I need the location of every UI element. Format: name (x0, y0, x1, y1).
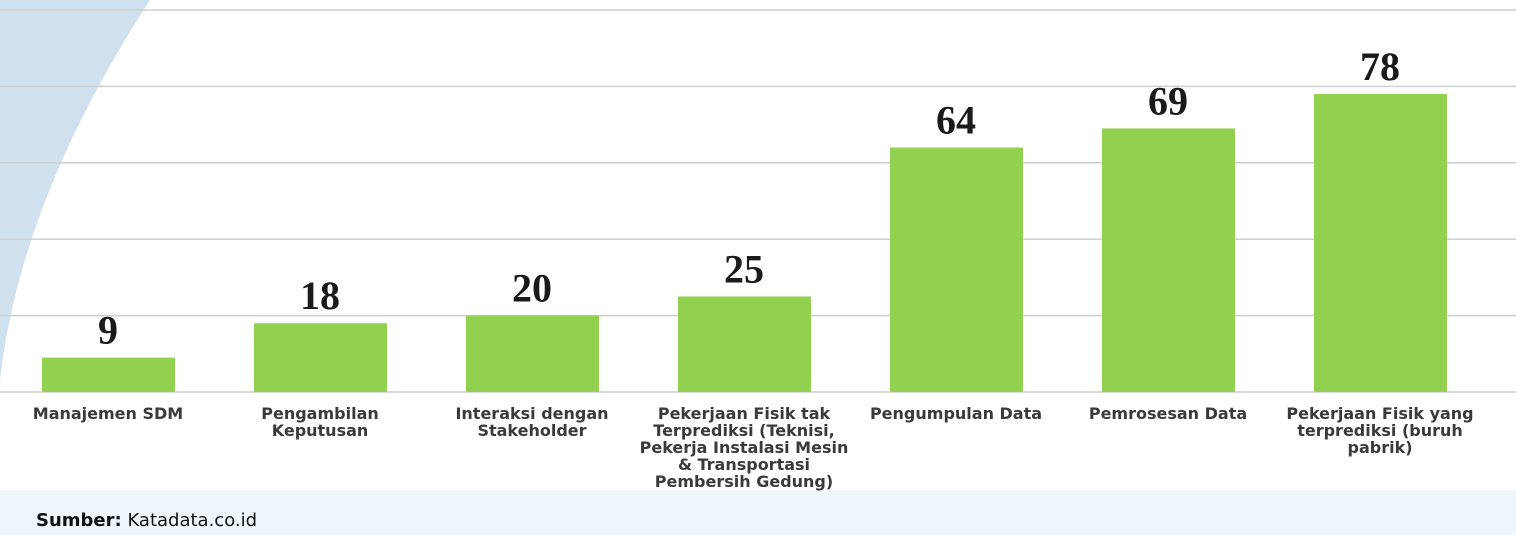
source-text: Katadata.co.id (127, 510, 257, 531)
value-label: 78 (1360, 44, 1400, 89)
x-tick-label: Interaksi dengan Stakeholder (427, 405, 637, 439)
value-label: 69 (1148, 78, 1188, 123)
page: 9 18 20 25 64 69 78 Sumber: Katadata.co.id Man… (0, 0, 1516, 535)
x-tick-label: Pengambilan Keputusan (215, 405, 425, 439)
source-prefix: Sumber: (36, 510, 122, 531)
x-tick-label: Pengumpulan Data (851, 405, 1061, 422)
source: Sumber: Katadata.co.id (36, 510, 257, 531)
bar (1102, 128, 1235, 392)
x-tick-label: Pekerjaan Fisik yang terprediksi (buruh … (1275, 405, 1485, 456)
value-label: 9 (98, 308, 118, 353)
x-tick-label: Pemrosesan Data (1063, 405, 1273, 422)
bar (890, 148, 1023, 392)
value-label: 18 (300, 273, 340, 318)
value-label: 20 (512, 266, 552, 311)
value-label: 25 (724, 247, 764, 292)
value-label: 64 (936, 98, 976, 143)
bar (254, 323, 387, 392)
bar (42, 358, 175, 392)
bar (466, 316, 599, 392)
x-tick-label: Pekerjaan Fisik tak Terprediksi (Teknisi… (639, 405, 849, 490)
x-tick-label: Manajemen SDM (3, 405, 213, 422)
decor-arc (0, 0, 150, 380)
bar (678, 297, 811, 393)
bar (1314, 94, 1447, 392)
